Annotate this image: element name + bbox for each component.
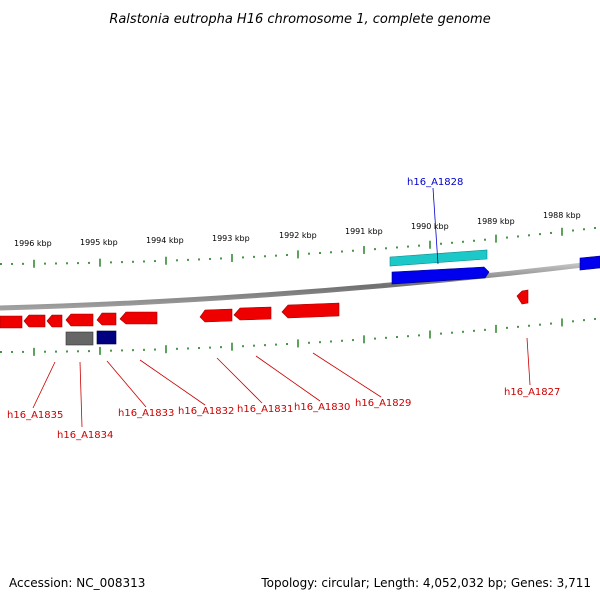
ruler-label-1995: 1995 kbp — [80, 238, 118, 247]
map-title: Ralstonia eutropha H16 chromosome 1, com… — [109, 12, 490, 27]
genome-stats-text: Topology: circular; Length: 4,052,032 bp… — [260, 576, 591, 590]
connector-h16-A1831 — [216, 357, 263, 404]
gene-blue-edge[interactable] — [579, 255, 600, 271]
ruler-label-1991: 1991 kbp — [345, 227, 383, 236]
gene-label-h16-A1828[interactable]: h16_A1828 — [407, 177, 463, 188]
connector-h16-A1835 — [32, 361, 56, 409]
ruler-label-1988: 1988 kbp — [543, 211, 581, 220]
ruler-labels: 1996 kbp 1995 kbp 1994 kbp 1993 kbp 1992… — [14, 211, 581, 248]
ruler-label-1990: 1990 kbp — [411, 222, 449, 231]
gene-h16-A1834[interactable] — [65, 313, 94, 327]
gene-label-h16-A1834[interactable]: h16_A1834 — [57, 430, 113, 441]
label-connectors — [32, 187, 531, 428]
gene-navy-feature[interactable] — [96, 330, 117, 345]
gene-gray-feature[interactable] — [65, 331, 94, 346]
ruler-label-1989: 1989 kbp — [477, 217, 515, 226]
gene-h16-A1830[interactable] — [281, 302, 340, 319]
gene-h16-A1835c[interactable] — [46, 314, 63, 328]
gene-h16-A1833a[interactable] — [96, 312, 117, 326]
connector-h16-A1828 — [432, 187, 439, 265]
gene-h16-A1827[interactable] — [516, 289, 529, 305]
inner-tick-track — [0, 317, 596, 356]
gene-label-h16-A1833[interactable]: h16_A1833 — [118, 408, 174, 419]
gene-h16-A1828[interactable] — [389, 249, 488, 267]
gene-label-h16-A1831[interactable]: h16_A1831 — [237, 404, 293, 415]
accession-text: Accession: NC_008313 — [9, 576, 145, 590]
gene-h16-A1833b[interactable] — [119, 311, 158, 325]
chromosome-backbone — [0, 260, 600, 311]
ruler-label-1993: 1993 kbp — [212, 234, 250, 243]
gene-label-h16-A1827[interactable]: h16_A1827 — [504, 387, 560, 398]
gene-label-h16-A1832[interactable]: h16_A1832 — [178, 406, 234, 417]
gene-h16-A1835a[interactable] — [0, 315, 23, 329]
gene-label-h16-A1829[interactable]: h16_A1829 — [355, 398, 411, 409]
gene-label-h16-A1835[interactable]: h16_A1835 — [7, 410, 63, 421]
ruler-label-1992: 1992 kbp — [279, 231, 317, 240]
gene-label-h16-A1830[interactable]: h16_A1830 — [294, 402, 350, 413]
gene-labels: h16_A1828 h16_A1835 h16_A1834 h16_A1833 … — [7, 177, 560, 441]
forward-strand-genes — [389, 249, 600, 285]
connector-h16-A1830 — [255, 355, 321, 402]
connector-h16-A1834 — [79, 361, 83, 428]
gene-blue-forward[interactable] — [391, 266, 490, 285]
gene-h16-A1831[interactable] — [233, 306, 272, 321]
gene-h16-A1835b[interactable] — [23, 314, 46, 328]
ruler-label-1994: 1994 kbp — [146, 236, 184, 245]
connector-h16-A1833 — [106, 360, 147, 408]
connector-h16-A1827 — [526, 337, 531, 386]
ruler-label-1996: 1996 kbp — [14, 239, 52, 248]
connector-h16-A1829 — [312, 352, 382, 398]
outer-tick-track — [0, 226, 596, 268]
reverse-strand-genes — [0, 289, 529, 329]
connector-h16-A1832 — [139, 359, 206, 406]
gene-h16-A1832[interactable] — [199, 308, 233, 323]
